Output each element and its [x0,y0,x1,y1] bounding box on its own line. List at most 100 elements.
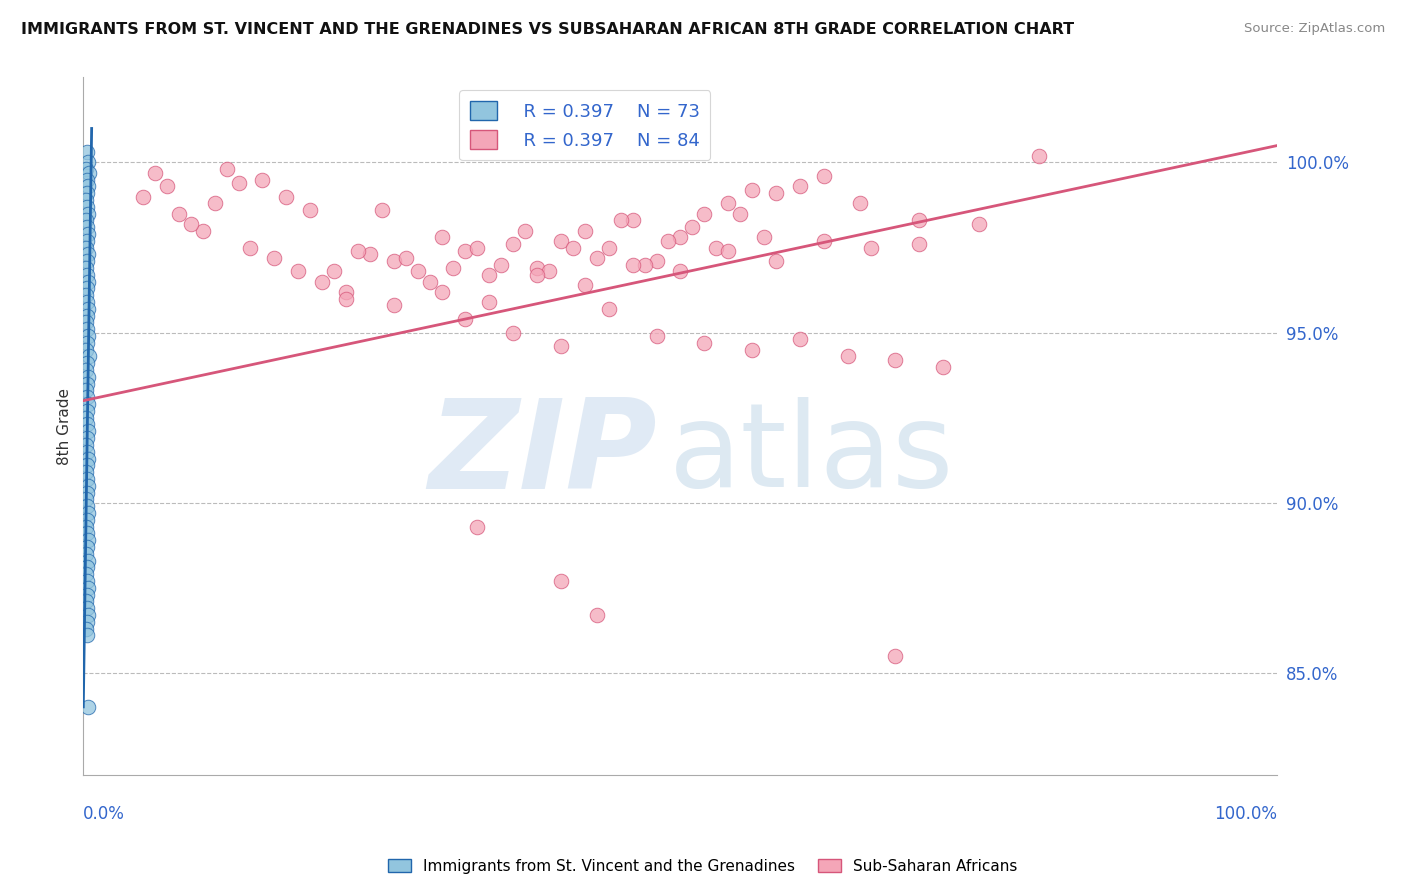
Point [75,519,97,533]
Point [204,196,226,211]
Point [574,277,596,292]
Point [77,247,100,261]
Point [76,281,98,295]
Point [77,607,100,622]
Point [75,288,97,302]
Point [299,203,322,218]
Point [598,301,620,316]
Point [75,363,97,377]
Point [77,369,100,384]
Point [76,540,98,554]
Point [287,264,309,278]
Point [76,485,98,500]
Point [143,166,166,180]
Point [77,425,100,439]
Point [76,472,98,486]
Point [76,417,98,432]
Point [75,315,97,329]
Point [717,244,740,258]
Point [406,264,429,278]
Point [574,223,596,237]
Point [77,275,100,289]
Text: atlas: atlas [668,397,953,512]
Point [76,560,98,574]
Point [76,513,98,527]
Point [717,196,740,211]
Point [75,438,97,452]
Point [77,350,100,364]
Point [550,339,572,353]
Text: 100.0%: 100.0% [1215,805,1278,823]
Point [180,217,202,231]
Point [76,444,98,458]
Text: Source: ZipAtlas.com: Source: ZipAtlas.com [1244,22,1385,36]
Text: ZIP: ZIP [427,393,657,515]
Point [765,254,787,268]
Point [77,479,100,493]
Point [752,230,775,244]
Point [75,162,97,177]
Point [76,268,98,282]
Point [382,254,405,268]
Point [75,193,97,207]
Point [156,179,179,194]
Point [467,241,489,255]
Point [75,547,97,561]
Point [75,241,97,255]
Point [75,213,97,227]
Point [76,172,98,186]
Point [813,169,835,183]
Point [1028,149,1050,163]
Point [693,206,716,220]
Point [77,166,100,180]
Point [335,292,357,306]
Point [77,179,100,194]
Point [813,234,835,248]
Point [77,699,100,714]
Point [395,251,418,265]
Point [76,145,98,160]
Point [76,254,98,268]
Point [908,237,931,252]
Point [75,622,97,636]
Point [621,213,644,227]
Point [669,230,692,244]
Point [76,458,98,473]
Point [454,244,477,258]
Point [311,275,333,289]
Point [76,404,98,418]
Point [75,410,97,425]
Point [693,335,716,350]
Point [884,352,907,367]
Point [77,553,100,567]
Point [76,431,98,445]
Point [323,264,346,278]
Y-axis label: 8th Grade: 8th Grade [58,388,72,465]
Point [467,519,489,533]
Point [837,350,859,364]
Point [76,526,98,541]
Point [585,251,607,265]
Point [621,258,644,272]
Point [239,241,262,255]
Point [669,264,692,278]
Text: 0.0%: 0.0% [83,805,125,823]
Point [526,268,548,282]
Point [967,217,990,231]
Point [359,247,381,261]
Point [76,376,98,391]
Point [76,309,98,323]
Point [550,574,572,588]
Point [478,268,501,282]
Point [77,155,100,169]
Point [908,213,931,227]
Point [491,258,513,272]
Point [789,333,811,347]
Point [75,492,97,507]
Point [932,359,955,374]
Point [704,241,727,255]
Point [454,312,477,326]
Point [75,567,97,582]
Point [633,258,655,272]
Point [76,574,98,588]
